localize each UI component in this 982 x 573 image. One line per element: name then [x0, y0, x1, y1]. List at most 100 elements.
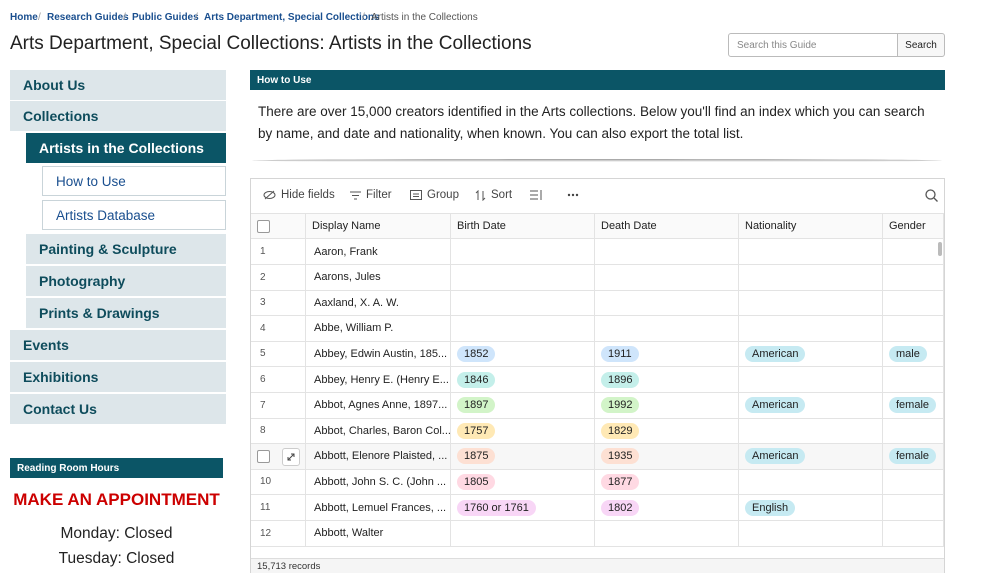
- hide-fields[interactable]: Hide fields: [263, 189, 335, 201]
- data-cell: 1846: [451, 367, 595, 393]
- nav-item[interactable]: Artists in the Collections: [26, 133, 226, 163]
- column-header: Nationality: [739, 213, 883, 239]
- column-header: Death Date: [595, 213, 739, 239]
- appointment-link[interactable]: MAKE AN APPOINTMENT: [13, 490, 220, 509]
- data-cell: [451, 290, 595, 317]
- data-cell: female: [883, 392, 944, 419]
- expand-row[interactable]: [282, 447, 300, 466]
- tag: female: [889, 448, 937, 465]
- data-cell: [883, 264, 944, 291]
- nav-item[interactable]: Events: [10, 330, 226, 360]
- data-cell: 1805: [451, 469, 595, 496]
- sort[interactable]: Sort: [475, 189, 512, 201]
- icon: [350, 191, 361, 199]
- tag: 1757: [457, 422, 496, 439]
- name-cell: Aaxland, X. A. W.: [306, 290, 451, 317]
- data-cell: [739, 418, 883, 445]
- select-all[interactable]: [257, 220, 270, 233]
- data-cell: [739, 239, 883, 265]
- tool-label: Filter: [366, 189, 392, 201]
- tool-label: Group: [427, 189, 459, 201]
- row-number: 12: [251, 520, 306, 547]
- data-cell: 1896: [595, 367, 739, 393]
- name-cell: Aaron, Frank: [306, 239, 451, 265]
- nav-item[interactable]: Artists Database: [42, 200, 226, 230]
- icon: [287, 453, 295, 461]
- nav-item[interactable]: Painting & Sculpture: [26, 234, 226, 264]
- page-title: Arts Department, Special Collections: Ar…: [10, 33, 532, 54]
- name-cell: Abbe, William P.: [306, 315, 451, 342]
- data-cell: [595, 315, 739, 342]
- breadcrumb-link[interactable]: Public Guides: [132, 12, 199, 23]
- row-number: 6: [251, 367, 306, 393]
- data-cell: [883, 520, 944, 547]
- data-cell: [883, 290, 944, 317]
- search-button[interactable]: Search: [897, 33, 945, 57]
- nav-item[interactable]: How to Use: [42, 166, 226, 196]
- tag: 1897: [457, 397, 496, 414]
- data-cell: [739, 290, 883, 317]
- data-cell: 1897: [451, 392, 595, 419]
- data-cell: [451, 239, 595, 265]
- data-cell: 1911: [595, 341, 739, 368]
- tag: American: [745, 397, 806, 414]
- search-input[interactable]: Search this Guide: [728, 33, 898, 57]
- name-cell: Abbey, Edwin Austin, 185...: [306, 341, 451, 368]
- data-cell: 1877: [595, 469, 739, 496]
- data-cell: [739, 469, 883, 496]
- hours-line: Monday: Closed: [60, 525, 173, 542]
- breadcrumb-separator: /: [362, 12, 365, 23]
- data-cell: 1992: [595, 392, 739, 419]
- data-cell: [595, 239, 739, 265]
- table-search[interactable]: [925, 189, 938, 202]
- nav-item[interactable]: Photography: [26, 266, 226, 296]
- filter[interactable]: Filter: [350, 189, 392, 201]
- column-header: Birth Date: [451, 213, 595, 239]
- hours-line: Tuesday: Closed: [58, 550, 175, 567]
- data-cell: [595, 264, 739, 291]
- row-number: 7: [251, 392, 306, 419]
- tag: female: [889, 397, 937, 414]
- row-number: 10: [251, 469, 306, 496]
- data-cell: 1852: [451, 341, 595, 368]
- breadcrumb-link[interactable]: Research Guides: [47, 12, 129, 23]
- nav-item[interactable]: Contact Us: [10, 394, 226, 424]
- data-cell: 1875: [451, 443, 595, 470]
- nav-item[interactable]: Collections: [10, 101, 226, 131]
- data-cell: American: [739, 392, 883, 419]
- hours-heading: Reading Room Hours: [10, 458, 223, 478]
- tag: male: [889, 345, 927, 362]
- divider: [252, 159, 942, 162]
- data-cell: American: [739, 443, 883, 470]
- icon: [475, 189, 486, 201]
- data-cell: 1829: [595, 418, 739, 445]
- tag: 1805: [457, 473, 496, 490]
- icon: [263, 190, 276, 200]
- data-cell: [451, 264, 595, 291]
- data-cell: [739, 520, 883, 547]
- table-frame: [250, 178, 945, 573]
- row-number: 2: [251, 264, 306, 291]
- section-heading: How to Use: [250, 70, 945, 90]
- data-cell: [739, 367, 883, 393]
- data-cell: English: [739, 495, 883, 521]
- data-cell: 1802: [595, 495, 739, 521]
- name-cell: Abbott, Lemuel Frances, ...: [306, 495, 451, 521]
- column-header: Display Name: [306, 213, 451, 239]
- nav-item[interactable]: Exhibitions: [10, 362, 226, 392]
- row-number: 1: [251, 239, 306, 265]
- tag: 1852: [457, 345, 496, 362]
- row-checkbox[interactable]: [257, 449, 270, 463]
- nav-item[interactable]: About Us: [10, 70, 226, 100]
- tool-label: Sort: [491, 189, 513, 201]
- row-height[interactable]: [530, 190, 544, 201]
- group[interactable]: Group: [410, 189, 459, 201]
- more-menu[interactable]: [567, 193, 579, 197]
- nav-item[interactable]: Prints & Drawings: [26, 298, 226, 328]
- tag: 1877: [601, 473, 640, 490]
- name-cell: Abbot, Agnes Anne, 1897...: [306, 392, 451, 419]
- breadcrumb-link[interactable]: Home: [10, 12, 38, 23]
- breadcrumb-link[interactable]: Arts Department, Special Collections: [204, 12, 380, 23]
- data-cell: 1757: [451, 418, 595, 445]
- breadcrumb-link: Artists in the Collections: [371, 12, 478, 23]
